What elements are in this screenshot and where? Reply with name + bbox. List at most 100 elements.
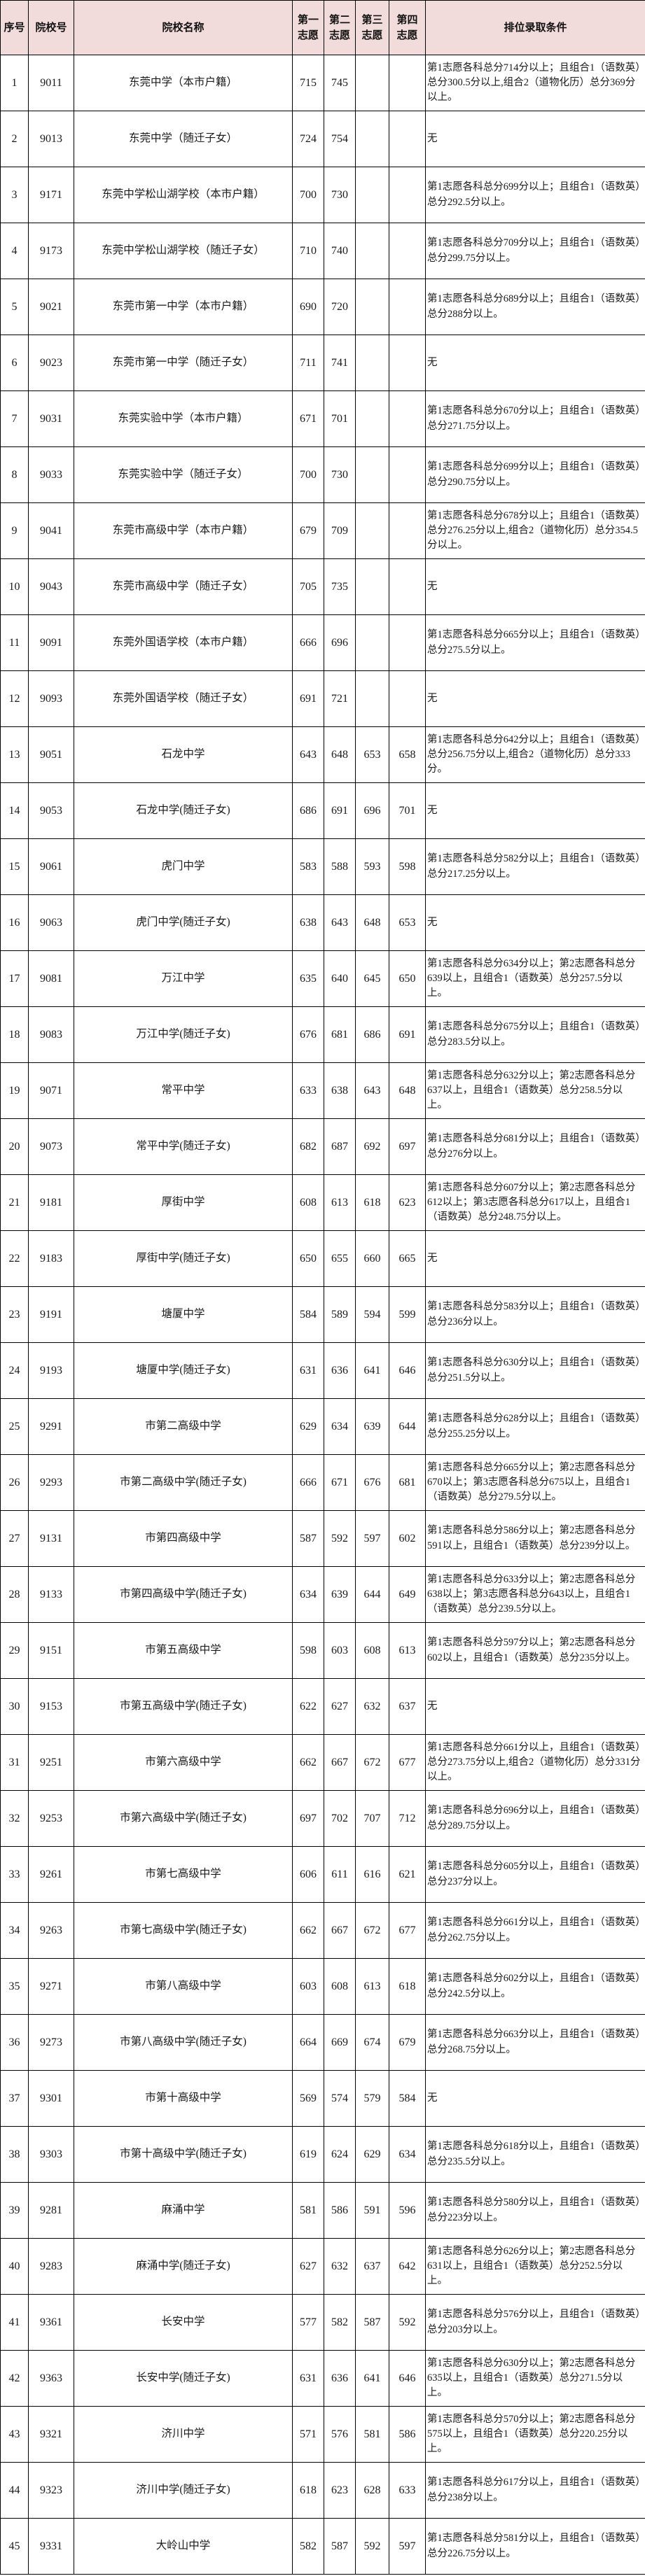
choice3-score: 648	[355, 894, 389, 951]
choice4-score	[389, 558, 426, 615]
choice1-score: 676	[292, 1006, 324, 1063]
choice3-score: 591	[355, 2182, 389, 2239]
choice3-score: 616	[355, 1846, 389, 1903]
row-index: 7	[0, 390, 29, 447]
admission-condition: 第1志愿各科总分602分以上，且组合1（语数英）总分242.5分以上。	[425, 1958, 645, 2015]
choice4-score	[389, 502, 426, 559]
choice2-score: 574	[324, 2070, 356, 2127]
school-code: 9321	[28, 2406, 74, 2463]
school-name: 东莞中学松山湖学校（本市户籍）	[74, 167, 293, 223]
school-code: 9013	[28, 111, 74, 167]
school-name: 东莞中学（本市户籍）	[74, 55, 293, 111]
table-row: 14 9053 石龙中学(随迁子女) 686 691 696 701 无	[0, 782, 645, 839]
col-header-admission-condition: 排位录取条件	[425, 0, 645, 55]
choice1-score: 715	[292, 55, 324, 111]
school-code: 9063	[28, 894, 74, 951]
choice3-score: 594	[355, 1286, 389, 1343]
row-index: 21	[0, 1174, 29, 1231]
choice1-score: 583	[292, 838, 324, 895]
choice2-score: 640	[324, 950, 356, 1007]
school-code: 9273	[28, 2014, 74, 2071]
table-row: 2 9013 东莞中学（随迁子女） 724 754 无	[0, 111, 645, 167]
choice1-score: 608	[292, 1174, 324, 1231]
choice2-score: 696	[324, 614, 356, 671]
school-code: 9331	[28, 2518, 74, 2575]
choice2-score: 636	[324, 2350, 356, 2407]
choice1-score: 700	[292, 446, 324, 503]
table-row: 24 9193 塘厦中学(随迁子女) 631 636 641 646 第1志愿各科总分630分…	[0, 1342, 645, 1399]
table-row: 12 9093 东莞外国语学校（随迁子女） 691 721 无	[0, 670, 645, 727]
row-index: 27	[0, 1510, 29, 1567]
table-row: 39 9281 麻涌中学 581 586 591 596 第1志愿各科总分580分以上，且组合…	[0, 2182, 645, 2239]
school-name: 万江中学	[74, 950, 293, 1007]
choice1-score: 619	[292, 2126, 324, 2183]
choice3-score: 581	[355, 2406, 389, 2463]
school-code: 9283	[28, 2238, 74, 2295]
school-name: 大岭山中学	[74, 2518, 293, 2575]
choice1-score: 598	[292, 1622, 324, 1679]
choice3-score: 692	[355, 1118, 389, 1175]
row-index: 37	[0, 2070, 29, 2127]
choice1-score: 691	[292, 670, 324, 727]
admission-condition: 第1志愿各科总分607分以上；第2志愿各科总分612以上；第3志愿各科总分617…	[425, 1174, 645, 1231]
choice1-score: 569	[292, 2070, 324, 2127]
school-name: 虎门中学	[74, 838, 293, 895]
school-code: 9251	[28, 1734, 74, 1791]
table-row: 23 9191 塘厦中学 584 589 594 599 第1志愿各科总分583分以上；且组合…	[0, 1286, 645, 1343]
admission-condition: 第1志愿各科总分580分以上，且组合1（语数英）总分223分以上。	[425, 2182, 645, 2239]
header-row: 序号 院校号 院校名称 第一志愿 第二志愿 第三志愿 第四志愿 排位录取条件	[0, 0, 645, 55]
table-row: 42 9363 长安中学(随迁子女) 631 636 641 646 第1志愿各科总分630分…	[0, 2350, 645, 2407]
choice2-score: 741	[324, 335, 356, 391]
school-code: 9081	[28, 950, 74, 1007]
table-row: 25 9291 市第二高级中学 629 634 639 644 第1志愿各科总分628分以上；…	[0, 1398, 645, 1455]
admission-condition: 第1志愿各科总分665分以上；且组合1（语数英）总分275.5分以上。	[425, 614, 645, 671]
school-name: 万江中学(随迁子女)	[74, 1006, 293, 1063]
row-index: 1	[0, 55, 29, 111]
table-row: 1 9011 东莞中学（本市户籍） 715 745 第1志愿各科总分714分以上；且组合1…	[0, 55, 645, 111]
choice2-score: 587	[324, 2518, 356, 2575]
choice4-score: 634	[389, 2126, 426, 2183]
school-name: 麻涌中学	[74, 2182, 293, 2239]
choice1-score: 666	[292, 1454, 324, 1511]
admission-condition: 第1志愿各科总分618分以上，且组合1（语数英）总分235.5分以上。	[425, 2126, 645, 2183]
school-code: 9043	[28, 558, 74, 615]
school-name: 市第七高级中学	[74, 1846, 293, 1903]
school-name: 市第八高级中学	[74, 1958, 293, 2015]
choice3-score: 676	[355, 1454, 389, 1511]
admission-condition: 第1志愿各科总分617分以上，且组合1（语数英）总分238分以上。	[425, 2462, 645, 2519]
admission-condition: 无	[425, 1230, 645, 1287]
choice3-score	[355, 670, 389, 727]
admission-condition: 无	[425, 335, 645, 391]
table-row: 36 9273 市第八高级中学(随迁子女) 664 669 674 679 第1志愿各科总分6…	[0, 2014, 645, 2071]
choice3-score: 592	[355, 2518, 389, 2575]
choice4-score: 637	[389, 1678, 426, 1735]
choice2-score: 592	[324, 1510, 356, 1567]
admission-condition: 第1志愿各科总分605分以上，且组合1（语数英）总分237分以上。	[425, 1846, 645, 1903]
col-header-choice4: 第四志愿	[389, 0, 426, 55]
school-code: 9033	[28, 446, 74, 503]
choice4-score	[389, 111, 426, 167]
table-row: 40 9283 麻涌中学(随迁子女) 627 632 637 642 第1志愿各科总分626分…	[0, 2238, 645, 2295]
choice2-score: 623	[324, 2462, 356, 2519]
choice4-score: 679	[389, 2014, 426, 2071]
choice3-score: 696	[355, 782, 389, 839]
school-name: 长安中学(随迁子女)	[74, 2350, 293, 2407]
admission-condition: 无	[425, 894, 645, 951]
choice4-score	[389, 446, 426, 503]
choice3-score: 641	[355, 1342, 389, 1399]
admission-condition: 第1志愿各科总分586分以上；第2志愿各科总分591以上，且组合1（语数英）总分…	[425, 1510, 645, 1567]
table-row: 29 9151 市第五高级中学 598 603 608 613 第1志愿各科总分597分以上；…	[0, 1622, 645, 1679]
choice1-score: 618	[292, 2462, 324, 2519]
choice4-score: 697	[389, 1118, 426, 1175]
school-name: 虎门中学(随迁子女)	[74, 894, 293, 951]
table-row: 33 9261 市第七高级中学 606 611 616 621 第1志愿各科总分605分以上，…	[0, 1846, 645, 1903]
admission-condition: 第1志愿各科总分576分以上，且组合1（语数英）总分203分以上。	[425, 2294, 645, 2351]
school-code: 9051	[28, 726, 74, 783]
admission-condition: 无	[425, 111, 645, 167]
school-name: 东莞外国语学校（本市户籍）	[74, 614, 293, 671]
choice4-score: 613	[389, 1622, 426, 1679]
admission-condition: 第1志愿各科总分665分以上；第2志愿各科总分670以上；第3志愿各科总分675…	[425, 1454, 645, 1511]
choice2-score: 745	[324, 55, 356, 111]
choice3-score	[355, 335, 389, 391]
choice1-score: 635	[292, 950, 324, 1007]
